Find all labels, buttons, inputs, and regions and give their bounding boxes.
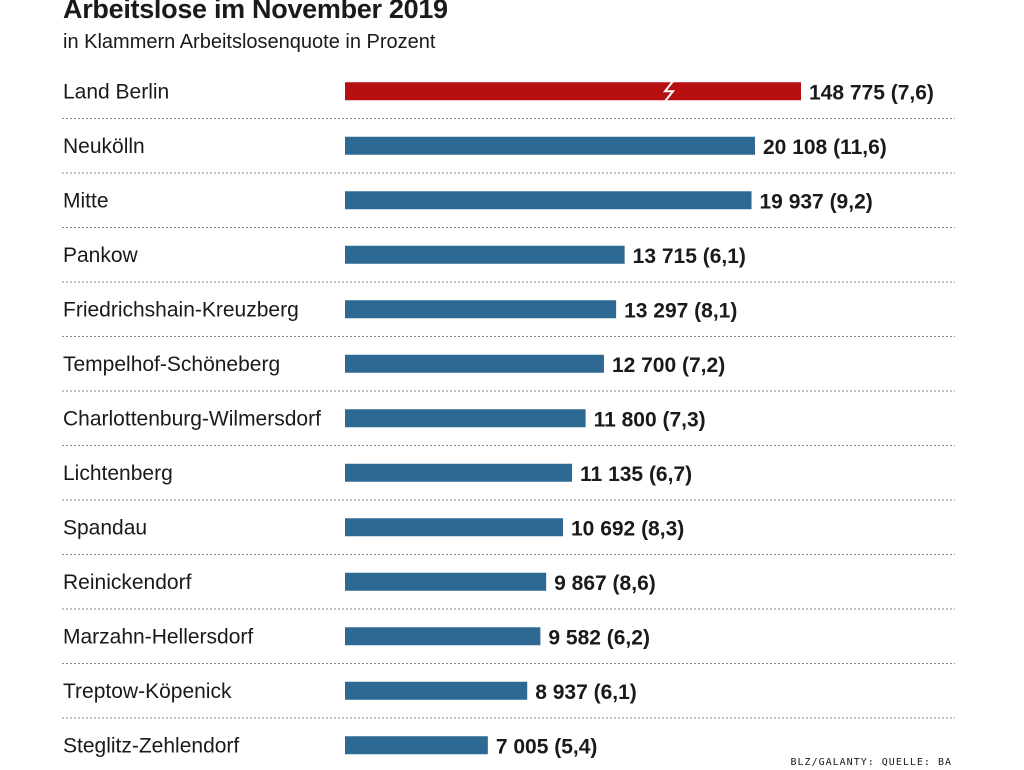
bar	[345, 191, 752, 210]
bar	[345, 245, 625, 264]
category-label: Treptow-Köpenick	[63, 680, 232, 703]
axis-break-mark	[662, 80, 676, 102]
category-label: Reinickendorf	[63, 571, 192, 594]
chart-title: Arbeitslose im November 2019	[63, 0, 448, 24]
value-label: 148 775 (7,6)	[809, 81, 934, 104]
bar	[345, 82, 801, 101]
value-label: 13 715 (6,1)	[633, 245, 746, 268]
value-label: 11 135 (6,7)	[580, 463, 692, 486]
value-label: 7 005 (5,4)	[496, 735, 598, 758]
category-label: Land Berlin	[63, 80, 169, 103]
value-label: 13 297 (8,1)	[624, 299, 737, 322]
bar	[345, 627, 541, 646]
bar	[345, 681, 528, 700]
category-label: Friedrichshain-Kreuzberg	[63, 298, 299, 321]
bar	[345, 518, 564, 537]
bar	[345, 736, 488, 755]
bar	[345, 463, 573, 482]
chart-subtitle: in Klammern Arbeitslosenquote in Prozent	[63, 31, 436, 53]
category-label: Neukölln	[63, 135, 145, 158]
category-label: Marzahn-Hellersdorf	[63, 625, 253, 648]
category-label: Lichtenberg	[63, 462, 173, 485]
category-label: Pankow	[63, 244, 139, 267]
category-label: Tempelhof-Schöneberg	[63, 353, 280, 376]
source-credit: BLZ/GALANTY: QUELLE: BA	[790, 757, 952, 768]
bar	[345, 572, 547, 591]
value-label: 10 692 (8,3)	[571, 517, 684, 540]
category-label: Charlottenburg-Wilmersdorf	[63, 407, 321, 430]
value-label: 12 700 (7,2)	[612, 354, 725, 377]
category-label: Mitte	[63, 189, 109, 212]
value-label: 9 582 (6,2)	[548, 626, 650, 649]
bar	[345, 409, 586, 428]
value-label: 9 867 (8,6)	[554, 572, 656, 595]
bar	[345, 300, 617, 319]
bar	[345, 136, 755, 155]
category-label: Spandau	[63, 516, 147, 539]
value-label: 19 937 (9,2)	[760, 190, 873, 213]
value-label: 11 800 (7,3)	[594, 408, 706, 431]
value-label: 20 108 (11,6)	[763, 136, 887, 159]
value-label: 8 937 (6,1)	[535, 681, 637, 704]
category-label: Steglitz-Zehlendorf	[63, 734, 239, 757]
bar	[345, 354, 604, 373]
